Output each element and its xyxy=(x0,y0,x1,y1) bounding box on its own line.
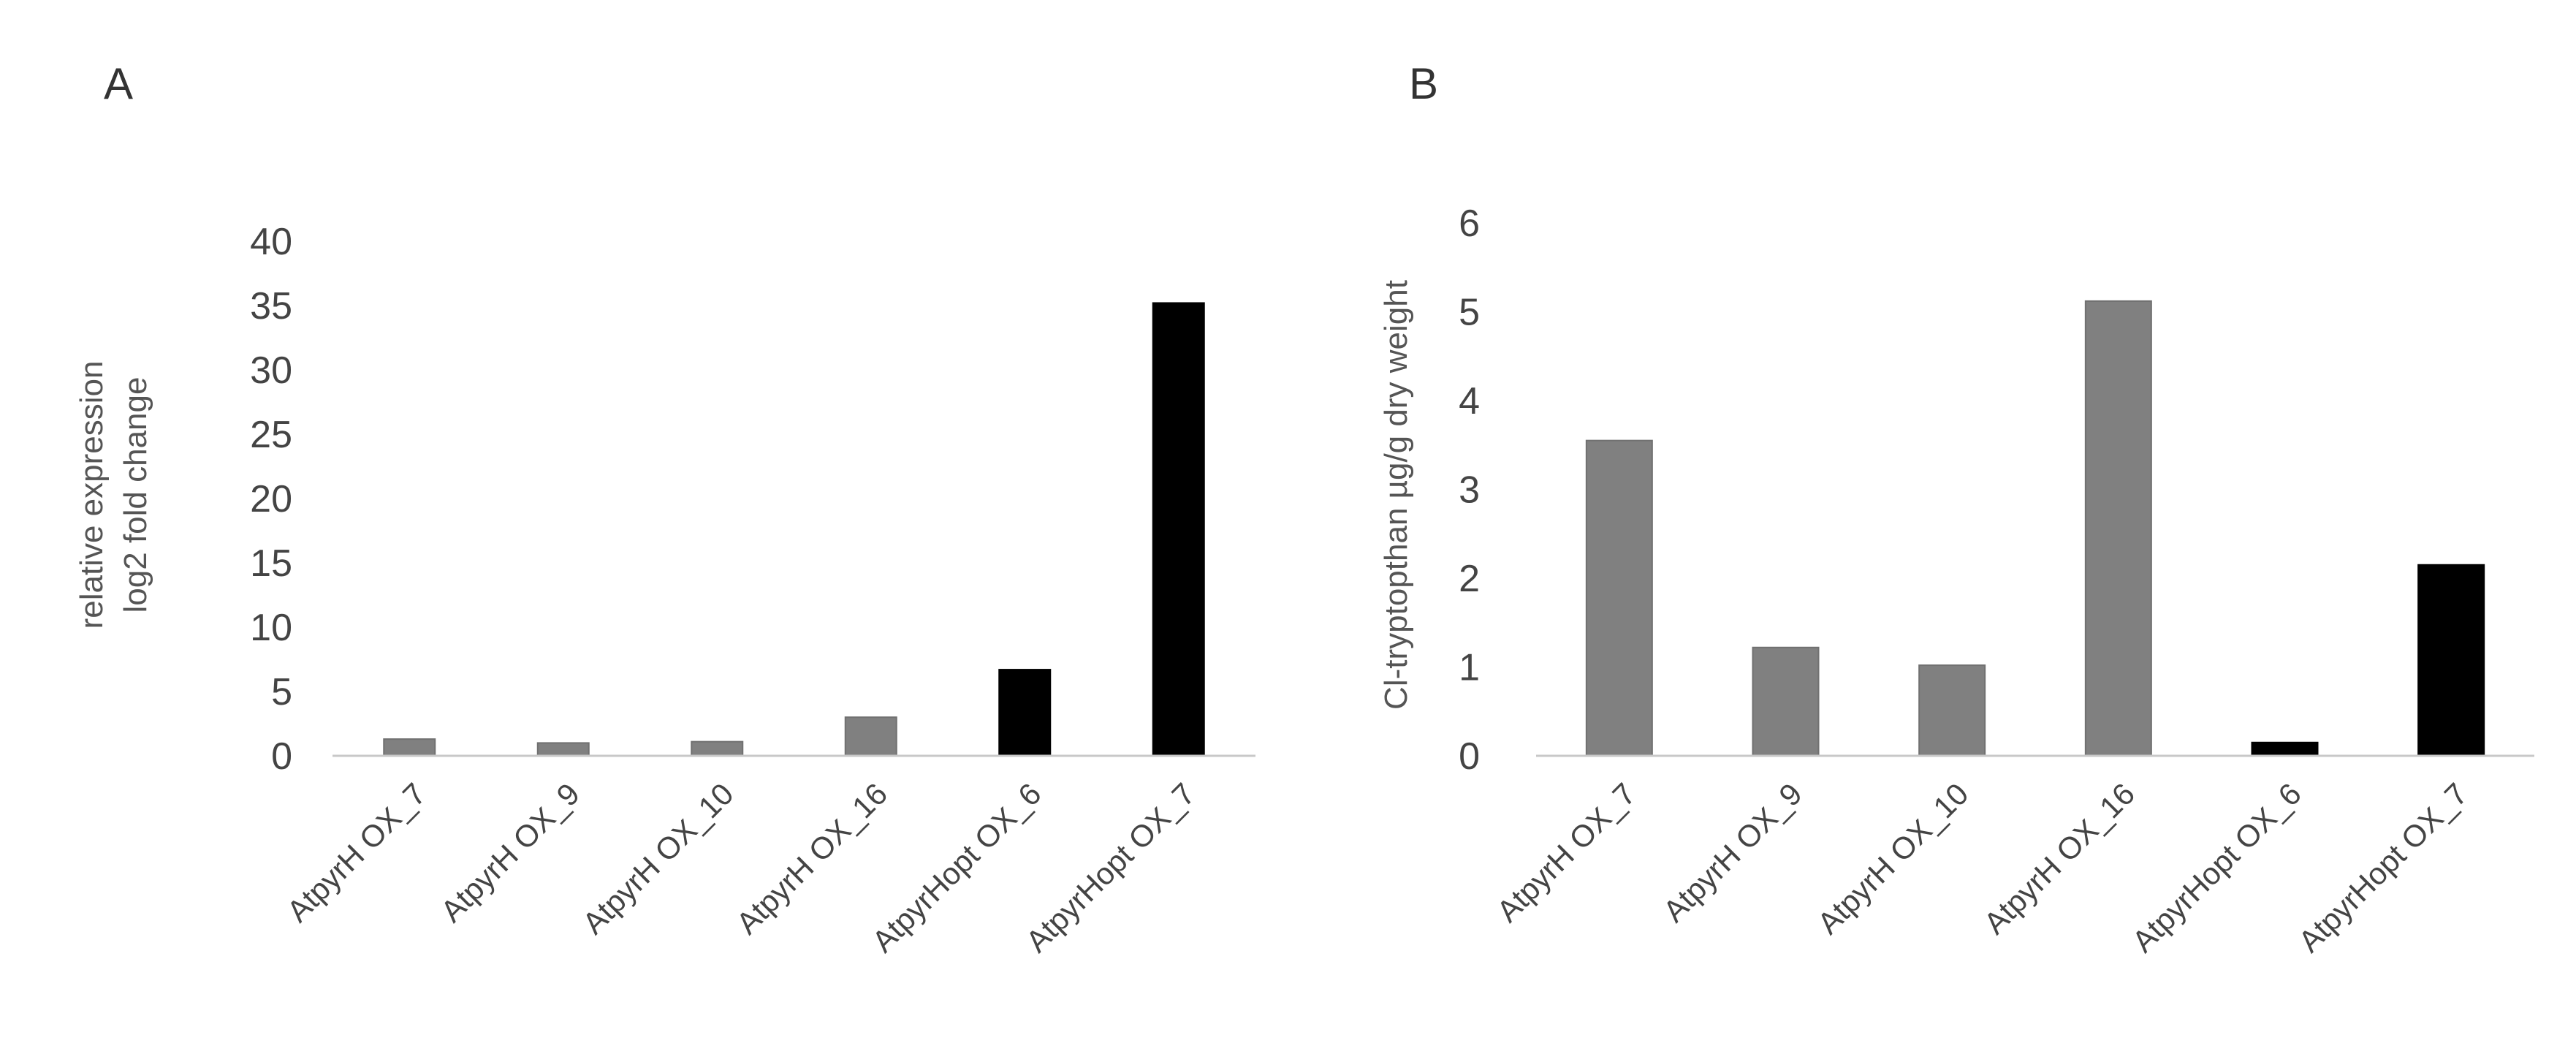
x-tick-label: AtpyrH OX_9 xyxy=(434,776,586,928)
bar xyxy=(998,669,1052,757)
bar xyxy=(1152,302,1205,757)
panel-a: A 0 5 10 15 20 25 30 35 40 AtpyrH OX_7 AtpyrH OX_9… xyxy=(74,59,1255,959)
y-tick-label: 5 xyxy=(1459,292,1480,334)
bar xyxy=(691,740,744,757)
y-tick-label: 10 xyxy=(250,607,292,649)
y-tick-label: 5 xyxy=(271,671,292,713)
bar xyxy=(2251,741,2319,757)
x-tick-label: AtpyrH OX_16 xyxy=(729,776,894,941)
y-tick-label: 20 xyxy=(250,478,292,520)
y-tick-label: 25 xyxy=(250,414,292,456)
y-tick-label: 30 xyxy=(250,349,292,392)
panel-b-letter: B xyxy=(1409,59,1438,108)
bar xyxy=(2417,564,2485,757)
x-tick-label: AtpyrH OX_7 xyxy=(280,776,432,928)
x-tick-label: AtpyrH OX_16 xyxy=(1977,776,2141,941)
bar xyxy=(2084,300,2152,757)
y-tick-label: 6 xyxy=(1459,202,1480,245)
y-axis-label: relative expression xyxy=(74,361,110,629)
y-tick-label: 2 xyxy=(1459,558,1480,600)
x-tick-label: AtpyrHopt OX_6 xyxy=(865,776,1047,958)
x-tick-label: AtpyrH OX_10 xyxy=(576,776,740,941)
y-tick-label: 15 xyxy=(250,542,292,585)
y-tick-label: 35 xyxy=(250,285,292,327)
x-tick-label: AtpyrH OX_9 xyxy=(1657,776,1809,928)
bar xyxy=(1585,439,1653,757)
bar xyxy=(844,716,897,757)
bar xyxy=(1752,646,1820,757)
y-tick-label: 40 xyxy=(250,221,292,263)
x-tick-label: AtpyrHopt OX_7 xyxy=(1019,776,1201,958)
y-axis-label: log2 fold change xyxy=(118,377,153,613)
bar xyxy=(536,742,590,757)
bar xyxy=(383,738,436,757)
x-tick-label: AtpyrHopt OX_6 xyxy=(2125,776,2307,958)
x-tick-label: AtpyrHopt OX_7 xyxy=(2292,776,2474,958)
panel-a-letter: A xyxy=(104,59,133,108)
y-tick-label: 0 xyxy=(271,735,292,778)
x-tick-label: AtpyrH OX_10 xyxy=(1811,776,1975,941)
y-tick-label: 0 xyxy=(1459,735,1480,778)
x-tick-label: AtpyrH OX_7 xyxy=(1490,776,1642,928)
y-tick-label: 4 xyxy=(1459,380,1480,422)
y-axis-label: Cl-tryptopthan µg/g dry weight xyxy=(1378,280,1414,710)
bar xyxy=(1918,664,1986,757)
y-tick-label: 1 xyxy=(1459,647,1480,689)
y-tick-label: 3 xyxy=(1459,469,1480,512)
